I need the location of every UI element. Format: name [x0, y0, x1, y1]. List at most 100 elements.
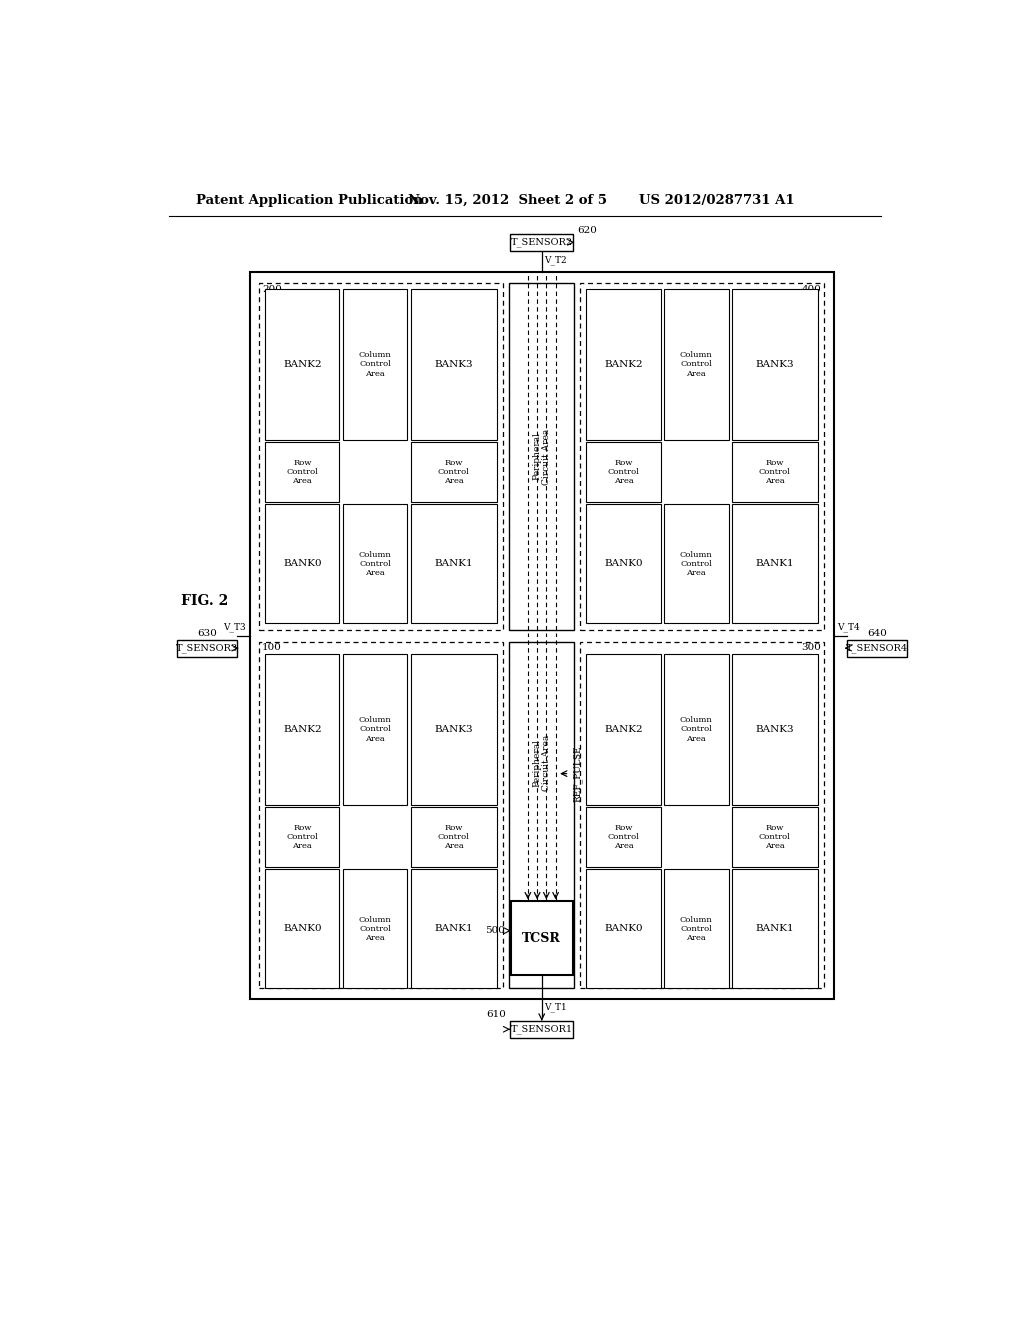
Text: Peripheral
Circuit Area: Peripheral Circuit Area — [532, 735, 552, 792]
Bar — [265, 807, 340, 867]
Text: Row
Control
Area: Row Control Area — [287, 459, 318, 486]
Bar — [265, 870, 340, 989]
Bar — [343, 870, 408, 989]
Text: Column
Control
Area: Column Control Area — [680, 916, 713, 942]
Bar — [411, 442, 497, 502]
Bar — [731, 807, 818, 867]
Text: 400: 400 — [802, 285, 821, 293]
Bar — [587, 655, 660, 805]
Text: Column
Control
Area: Column Control Area — [680, 550, 713, 577]
Bar — [587, 442, 660, 502]
Bar — [411, 655, 497, 805]
Text: REF_PULSE: REF_PULSE — [572, 746, 583, 803]
Bar — [343, 655, 408, 805]
Text: BANK0: BANK0 — [283, 560, 322, 569]
Text: Row
Control
Area: Row Control Area — [287, 824, 318, 850]
Text: 610: 610 — [486, 1010, 506, 1019]
Bar — [259, 284, 503, 630]
Text: Row
Control
Area: Row Control Area — [438, 824, 470, 850]
Text: BANK2: BANK2 — [604, 360, 643, 370]
Text: BANK1: BANK1 — [434, 560, 473, 569]
Text: BANK3: BANK3 — [434, 725, 473, 734]
Bar — [847, 640, 906, 656]
Text: Row
Control
Area: Row Control Area — [607, 824, 639, 850]
Text: Column
Control
Area: Column Control Area — [680, 717, 713, 743]
Text: Column
Control
Area: Column Control Area — [680, 351, 713, 378]
Bar — [509, 284, 574, 630]
Bar — [343, 289, 408, 440]
Bar — [587, 504, 660, 623]
Text: 640: 640 — [866, 630, 887, 638]
Text: T_SENSOR4: T_SENSOR4 — [846, 643, 907, 653]
Text: BANK0: BANK0 — [604, 560, 643, 569]
Text: T_SENSOR3: T_SENSOR3 — [176, 643, 238, 653]
Text: BANK2: BANK2 — [283, 725, 322, 734]
Bar — [587, 807, 660, 867]
Bar — [177, 640, 237, 656]
Bar — [731, 655, 818, 805]
Text: Row
Control
Area: Row Control Area — [759, 824, 791, 850]
Text: 500: 500 — [485, 927, 505, 935]
Bar — [265, 289, 340, 440]
Text: BANK1: BANK1 — [434, 924, 473, 933]
Text: V_T1: V_T1 — [544, 1002, 567, 1012]
Bar — [664, 870, 728, 989]
Bar — [259, 642, 503, 989]
Bar — [265, 504, 340, 623]
Bar — [731, 289, 818, 440]
Bar — [581, 642, 824, 989]
Text: FIG. 2: FIG. 2 — [180, 594, 228, 609]
Text: TCSR: TCSR — [522, 932, 561, 945]
Text: 100: 100 — [262, 644, 282, 652]
Text: BANK0: BANK0 — [604, 924, 643, 933]
Bar — [265, 442, 340, 502]
Text: BANK1: BANK1 — [756, 560, 795, 569]
Text: 620: 620 — [578, 226, 597, 235]
Text: Column
Control
Area: Column Control Area — [358, 550, 391, 577]
Text: 300: 300 — [802, 644, 821, 652]
Text: US 2012/0287731 A1: US 2012/0287731 A1 — [639, 194, 795, 207]
Text: Row
Control
Area: Row Control Area — [438, 459, 470, 486]
Text: BANK1: BANK1 — [756, 924, 795, 933]
Text: Peripheral
Circuit Area: Peripheral Circuit Area — [532, 428, 552, 484]
Bar — [509, 642, 574, 989]
Text: BANK2: BANK2 — [604, 725, 643, 734]
Text: BANK0: BANK0 — [283, 924, 322, 933]
Bar — [587, 289, 660, 440]
Bar — [343, 504, 408, 623]
Text: V_T4: V_T4 — [838, 622, 860, 632]
Text: T_SENSOR2: T_SENSOR2 — [511, 238, 572, 247]
Bar — [411, 504, 497, 623]
Text: 200: 200 — [262, 285, 282, 293]
Text: Row
Control
Area: Row Control Area — [607, 459, 639, 486]
Text: BANK2: BANK2 — [283, 360, 322, 370]
Bar — [731, 504, 818, 623]
Bar — [664, 504, 728, 623]
Bar — [411, 289, 497, 440]
Bar — [511, 902, 572, 974]
Bar — [731, 870, 818, 989]
Bar — [411, 807, 497, 867]
Text: Nov. 15, 2012  Sheet 2 of 5: Nov. 15, 2012 Sheet 2 of 5 — [408, 194, 607, 207]
Bar — [731, 442, 818, 502]
Bar — [510, 1020, 573, 1038]
Text: BANK3: BANK3 — [756, 725, 795, 734]
Text: BANK3: BANK3 — [434, 360, 473, 370]
Bar — [250, 272, 834, 999]
Text: Patent Application Publication: Patent Application Publication — [196, 194, 423, 207]
Bar — [587, 870, 660, 989]
Bar — [581, 284, 824, 630]
Bar — [664, 655, 728, 805]
Text: Column
Control
Area: Column Control Area — [358, 717, 391, 743]
Bar — [265, 655, 340, 805]
Text: Row
Control
Area: Row Control Area — [759, 459, 791, 486]
Text: Column
Control
Area: Column Control Area — [358, 916, 391, 942]
Text: 630: 630 — [197, 630, 217, 638]
Bar — [664, 289, 728, 440]
Bar — [411, 870, 497, 989]
Text: BANK3: BANK3 — [756, 360, 795, 370]
Text: V_T2: V_T2 — [544, 255, 566, 265]
Bar — [510, 234, 573, 251]
Text: V_T3: V_T3 — [223, 622, 246, 632]
Text: Column
Control
Area: Column Control Area — [358, 351, 391, 378]
